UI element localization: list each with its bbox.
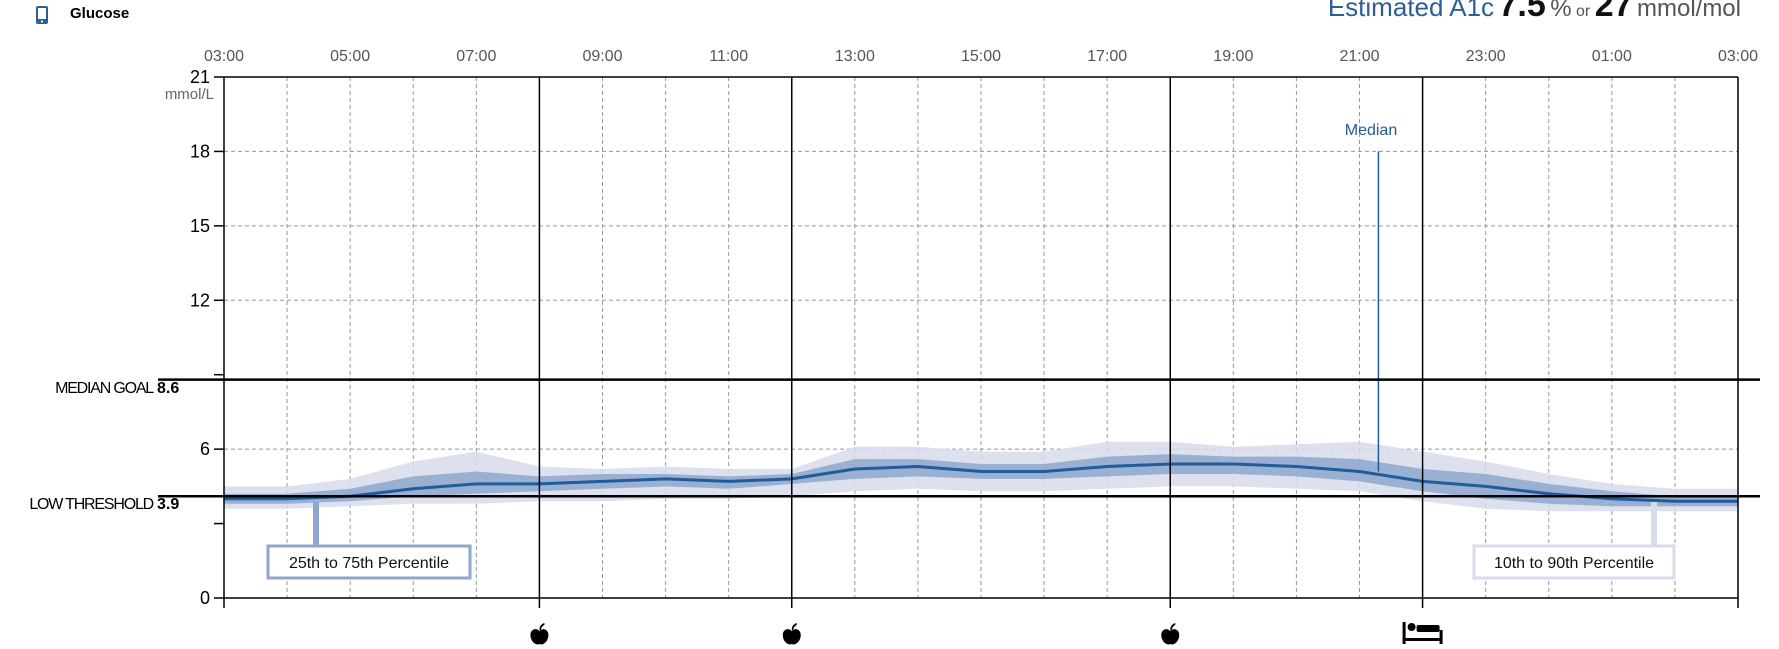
a1c-mmol-unit: mmol/mol [1636, 0, 1741, 22]
x-tick-label: 19:00 [1213, 48, 1253, 65]
legend-box-10-90 [1472, 544, 1676, 580]
apple-icon [782, 623, 801, 645]
legend-label-25-75: 25th to 75th Percentile [289, 555, 449, 572]
median-line [224, 462, 1738, 503]
bed-icon [1402, 622, 1443, 644]
y-tick-label: 6 [200, 439, 210, 459]
y-tick-label: 12 [190, 290, 210, 310]
x-tick-label: 03:00 [1718, 48, 1758, 65]
estimated-a1c-readout: Estimated A1c 7.5 % or 27 mmol/mol [1328, 0, 1741, 25]
legend-label-10-90: 10th to 90th Percentile [1494, 555, 1654, 572]
a1c-label: Estimated A1c [1327, 0, 1495, 22]
chart-title: Glucose [70, 5, 130, 22]
median-goal-label: MEDIAN GOAL [55, 380, 154, 397]
apple-icon [530, 623, 549, 645]
low-threshold-label: LOW THRESHOLD [29, 496, 153, 513]
x-tick-label: 01:00 [1592, 48, 1632, 65]
device-icon [36, 6, 48, 24]
x-tick-label: 23:00 [1466, 48, 1506, 65]
x-tick-label: 21:00 [1339, 48, 1379, 65]
y-axis-unit-label: mmol/L [165, 86, 214, 103]
x-tick-label: 17:00 [1087, 48, 1127, 65]
x-tick-label: 11:00 [709, 48, 748, 65]
low-threshold-value: 3.9 [157, 496, 179, 513]
x-tick-label: 07:00 [456, 48, 496, 65]
x-tick-label: 15:00 [961, 48, 1001, 65]
y-tick-label: 18 [190, 141, 210, 161]
y-tick-label: 21 [190, 67, 210, 87]
x-tick-label: 03:00 [204, 48, 244, 65]
a1c-mmol-value: 27 [1594, 0, 1633, 24]
x-tick-label: 13:00 [835, 48, 875, 65]
band-25-75-percentile [224, 454, 1738, 507]
y-tick-label: 0 [200, 588, 210, 608]
x-tick-label: 05:00 [330, 48, 370, 65]
a1c-percent-value: 7.5 [1498, 0, 1546, 24]
a1c-percent-unit: % [1550, 0, 1572, 22]
x-tick-label: 09:00 [582, 48, 622, 65]
median-goal-value: 8.6 [157, 380, 179, 397]
y-tick-label: 15 [190, 216, 210, 236]
legend-box-25-75 [266, 544, 472, 580]
a1c-or: or [1576, 3, 1591, 20]
apple-icon [1161, 623, 1180, 645]
median-callout-label: Median [1345, 122, 1397, 139]
